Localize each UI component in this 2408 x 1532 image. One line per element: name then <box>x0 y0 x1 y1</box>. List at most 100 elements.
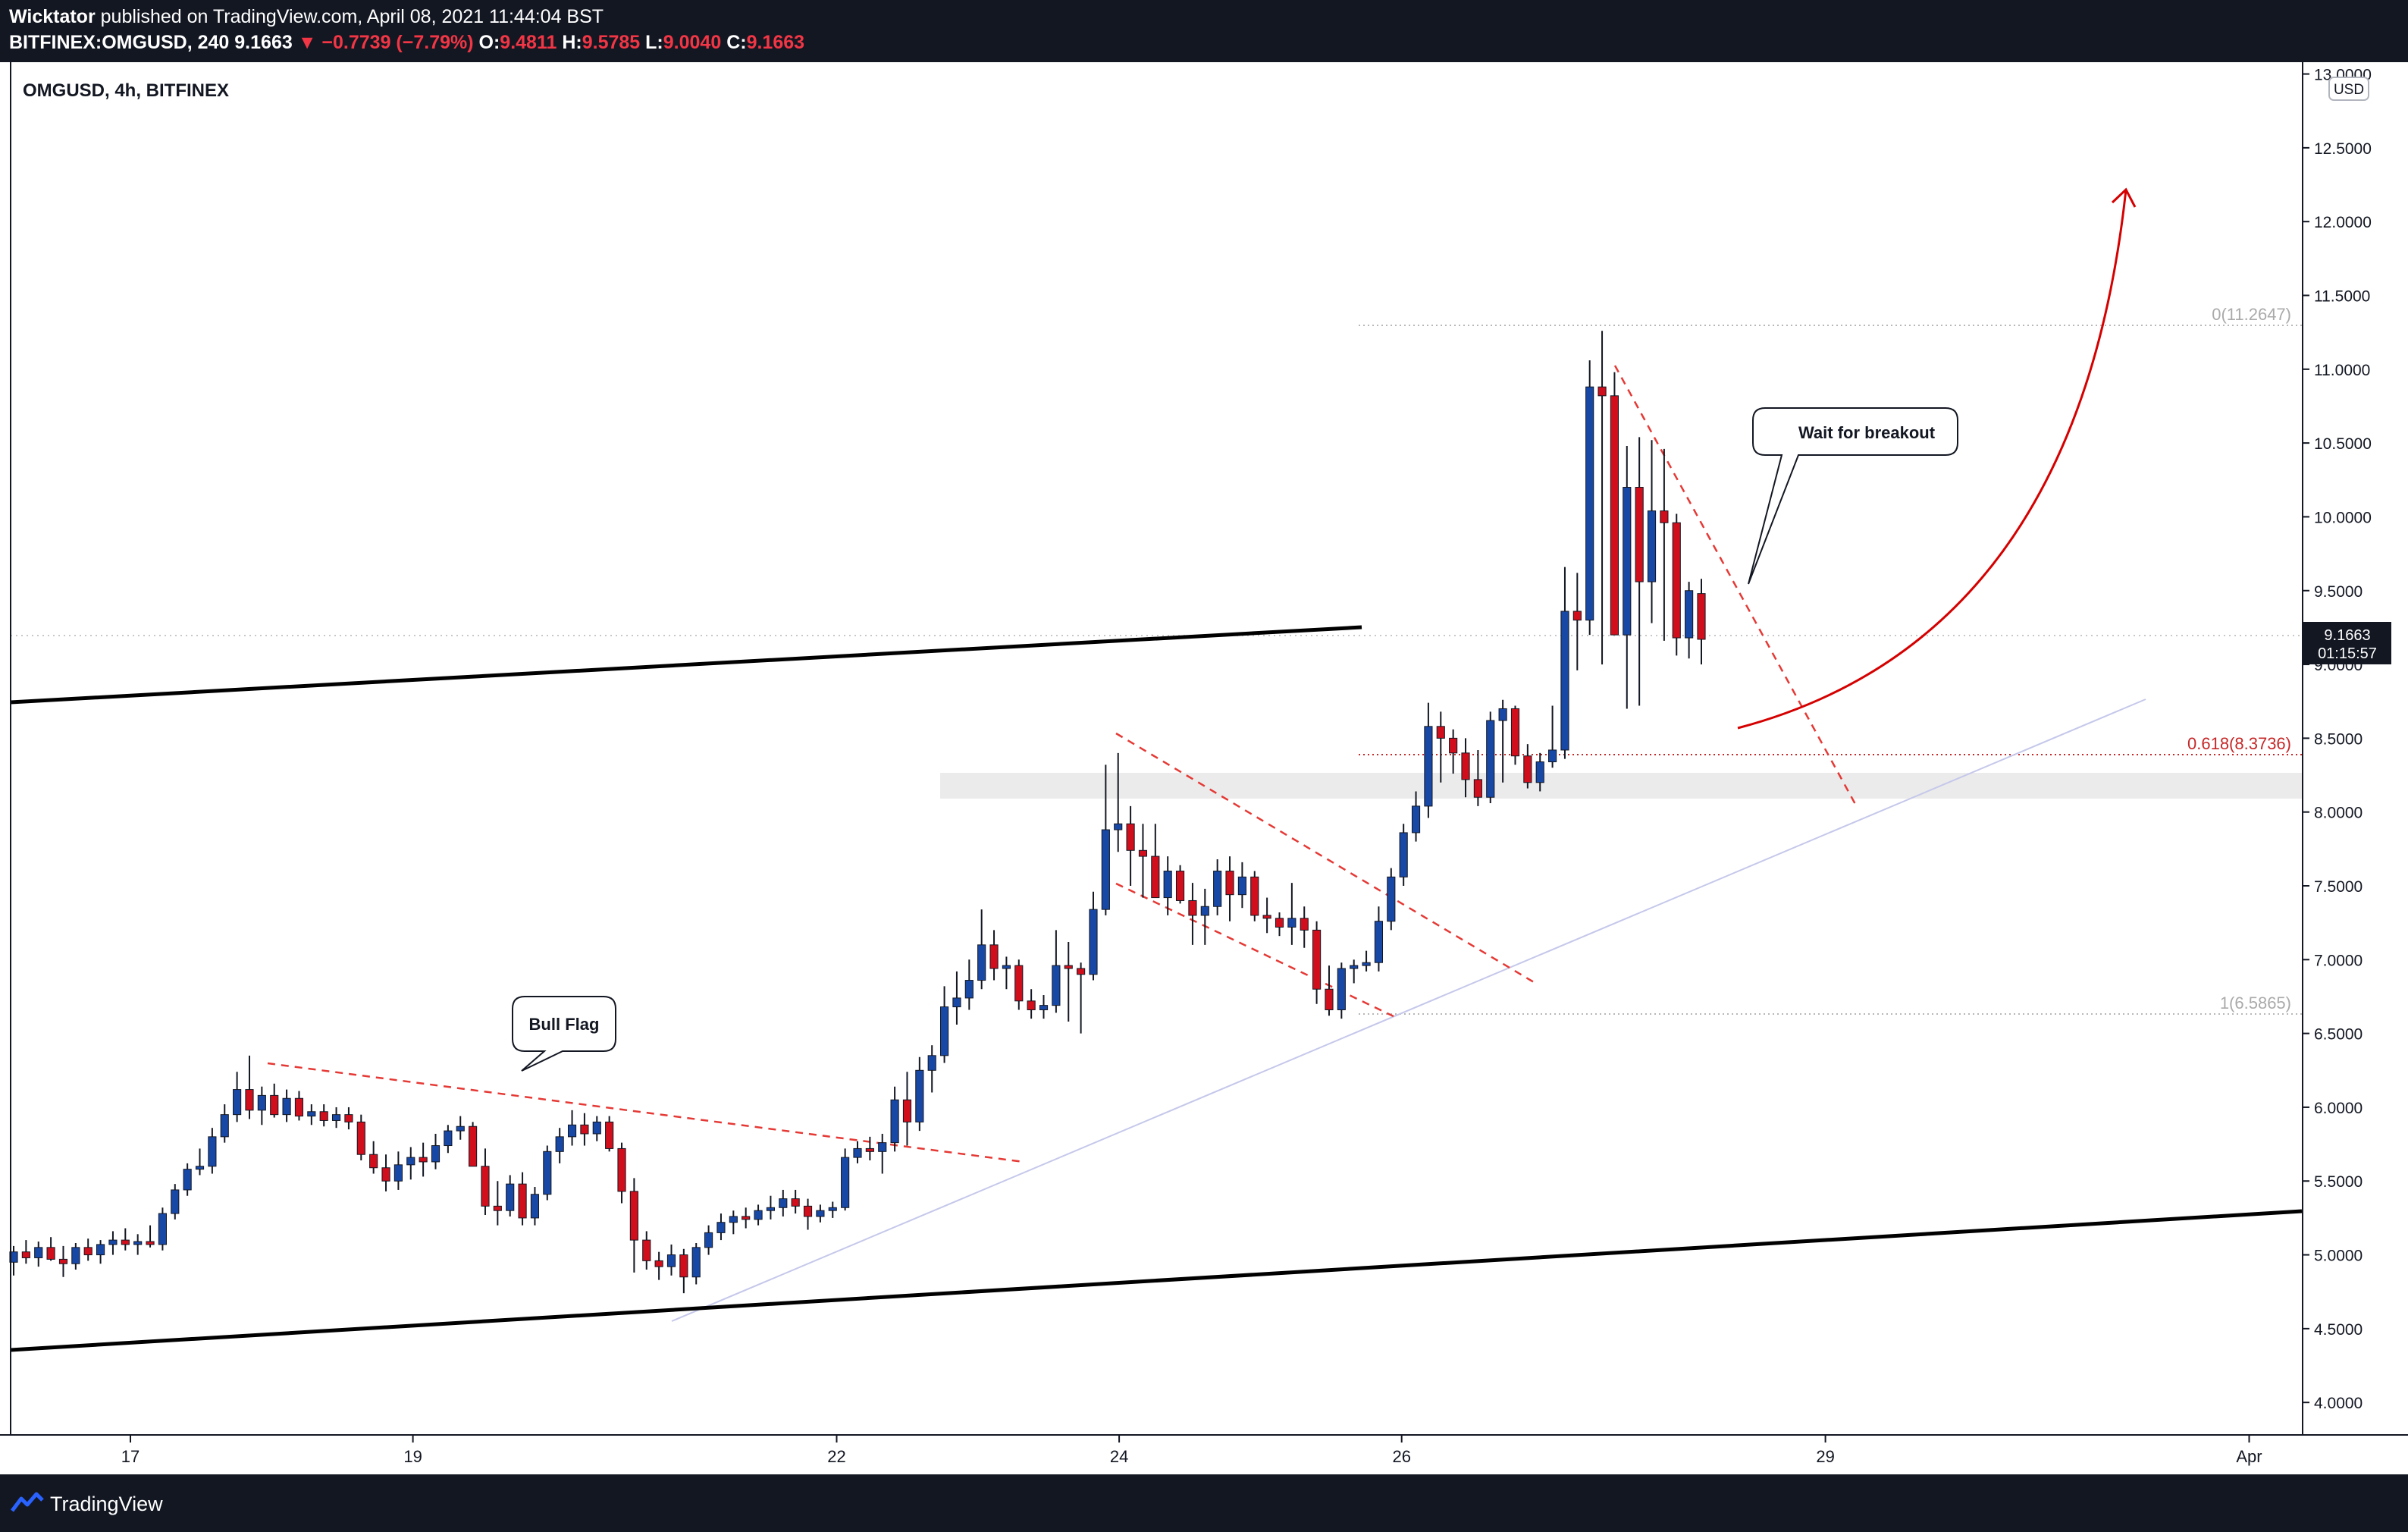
candle[interactable] <box>543 1145 552 1201</box>
price-axis[interactable] <box>2302 62 2408 1474</box>
candle[interactable] <box>1052 930 1061 1013</box>
candle[interactable] <box>555 1128 564 1163</box>
candle[interactable] <box>1498 699 1507 783</box>
candle[interactable] <box>1002 956 1011 990</box>
candle[interactable] <box>356 1114 365 1160</box>
candle[interactable] <box>46 1237 55 1261</box>
candle[interactable] <box>1523 744 1532 789</box>
candle[interactable] <box>1064 941 1073 1022</box>
candle[interactable] <box>1486 711 1495 804</box>
candle[interactable] <box>183 1163 192 1196</box>
candle[interactable] <box>1101 764 1110 915</box>
candle[interactable] <box>605 1116 614 1152</box>
candle[interactable] <box>1685 582 1694 659</box>
candle[interactable] <box>1014 959 1024 1010</box>
candle[interactable] <box>1548 705 1557 768</box>
candle[interactable] <box>270 1083 279 1118</box>
candle[interactable] <box>96 1240 105 1264</box>
candle[interactable] <box>1039 995 1049 1019</box>
candle[interactable] <box>592 1116 601 1141</box>
candle[interactable] <box>1138 824 1148 898</box>
candle[interactable] <box>1362 950 1371 972</box>
candle[interactable] <box>791 1189 800 1214</box>
author-name[interactable]: Wicktator <box>9 6 96 27</box>
candle[interactable] <box>902 1072 912 1146</box>
candle[interactable] <box>1510 705 1520 765</box>
candle[interactable] <box>282 1089 291 1122</box>
candle[interactable] <box>828 1201 837 1218</box>
lower-channel-line[interactable] <box>10 1209 2303 1352</box>
candle[interactable] <box>444 1125 453 1154</box>
candle[interactable] <box>121 1228 130 1251</box>
candle[interactable] <box>58 1245 68 1277</box>
candle[interactable] <box>208 1128 217 1174</box>
candle[interactable] <box>1697 579 1706 665</box>
candle[interactable] <box>195 1148 205 1176</box>
candle[interactable] <box>245 1055 254 1119</box>
price-chart[interactable]: Bull Flag Wait for breakout 0(11.2647) 0… <box>0 62 2408 1474</box>
candle[interactable] <box>307 1104 316 1125</box>
candle[interactable] <box>493 1181 502 1226</box>
candle[interactable] <box>890 1086 899 1152</box>
candle[interactable] <box>716 1213 726 1241</box>
upper-channel-line[interactable] <box>10 625 1362 705</box>
candle[interactable] <box>1672 513 1681 656</box>
candle[interactable] <box>1660 448 1669 641</box>
candle[interactable] <box>171 1184 180 1220</box>
candle[interactable] <box>729 1210 738 1235</box>
support-zone[interactable] <box>940 773 2302 799</box>
candle[interactable] <box>369 1141 378 1174</box>
candle[interactable] <box>1374 906 1384 972</box>
candle[interactable] <box>1585 360 1594 636</box>
candle[interactable] <box>1275 912 1284 937</box>
candle[interactable] <box>779 1189 788 1216</box>
candle[interactable] <box>617 1142 626 1204</box>
candle[interactable] <box>580 1113 589 1146</box>
candle[interactable] <box>506 1175 515 1216</box>
candle[interactable] <box>1572 573 1582 670</box>
candle[interactable] <box>406 1147 415 1180</box>
candle[interactable] <box>257 1086 266 1125</box>
candle[interactable] <box>9 1245 18 1276</box>
candle[interactable] <box>469 1122 478 1167</box>
candle[interactable] <box>1597 331 1607 665</box>
candle[interactable] <box>481 1148 490 1216</box>
candle[interactable] <box>1200 888 1209 945</box>
candle[interactable] <box>754 1204 763 1226</box>
candle[interactable] <box>381 1154 390 1191</box>
candle[interactable] <box>146 1225 155 1248</box>
brand-name[interactable]: TradingView <box>50 1493 163 1515</box>
candle[interactable] <box>393 1151 403 1190</box>
candle[interactable] <box>1213 859 1222 915</box>
candle[interactable] <box>1027 989 1036 1019</box>
candle[interactable] <box>803 1198 813 1230</box>
candle[interactable] <box>989 930 999 981</box>
candle[interactable] <box>1175 865 1185 904</box>
candle[interactable] <box>1077 962 1086 1034</box>
candle[interactable] <box>865 1136 874 1160</box>
candle[interactable] <box>1473 749 1482 806</box>
candle[interactable] <box>83 1238 92 1261</box>
candle[interactable] <box>1312 921 1322 1004</box>
candle[interactable] <box>1250 871 1259 921</box>
candle[interactable] <box>816 1204 825 1223</box>
candle[interactable] <box>1337 962 1346 1019</box>
candle[interactable] <box>704 1225 713 1255</box>
candle[interactable] <box>431 1133 441 1169</box>
candle[interactable] <box>133 1234 143 1255</box>
candle[interactable] <box>691 1242 701 1285</box>
candle[interactable] <box>1237 862 1246 909</box>
candle[interactable] <box>1411 791 1421 842</box>
candle[interactable] <box>1535 752 1544 792</box>
candle[interactable] <box>1399 824 1408 886</box>
candle[interactable] <box>158 1207 167 1251</box>
candle[interactable] <box>853 1141 862 1163</box>
candle[interactable] <box>331 1107 341 1129</box>
candle[interactable] <box>567 1110 577 1146</box>
candle[interactable] <box>964 959 974 1010</box>
candle[interactable] <box>766 1195 776 1220</box>
candle[interactable] <box>977 909 986 990</box>
candle[interactable] <box>927 1045 936 1093</box>
candle[interactable] <box>1449 729 1458 774</box>
candle[interactable] <box>108 1231 118 1255</box>
